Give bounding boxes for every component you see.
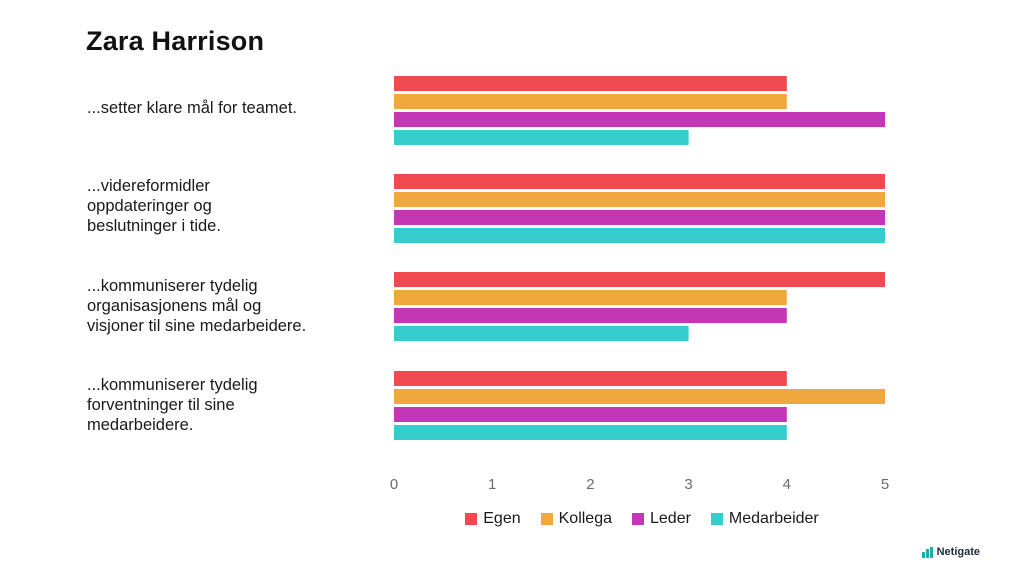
- bar-medarbeider-1: [394, 130, 689, 145]
- legend-swatch: [632, 513, 644, 525]
- page-title: Zara Harrison: [86, 26, 265, 56]
- bar-leder-3: [394, 308, 787, 323]
- x-tick-label: 5: [881, 476, 889, 493]
- legend-item-leder: Leder: [632, 510, 691, 528]
- legend-swatch: [710, 513, 723, 525]
- legend-swatch: [465, 513, 478, 525]
- x-tick-label: 4: [783, 476, 791, 493]
- bar-egen-2: [394, 174, 885, 189]
- bar-kollega-4: [394, 389, 885, 404]
- bar-leder-1: [394, 112, 885, 127]
- bar-kollega-1: [394, 94, 787, 109]
- legend-label: Kollega: [558, 510, 612, 527]
- bar-medarbeider-2: [394, 228, 885, 243]
- bar-chart: 0 1 2 3 4 5: [390, 76, 889, 493]
- bar-medarbeider-4: [394, 425, 787, 440]
- x-tick-label: 2: [586, 476, 594, 493]
- legend-label: Leder: [650, 510, 691, 527]
- x-tick-label: 1: [488, 476, 496, 493]
- legend-swatch: [540, 513, 553, 525]
- legend-item-egen: Egen: [465, 510, 521, 528]
- legend-label: Egen: [483, 510, 521, 527]
- brand-name: Netigate: [936, 546, 980, 558]
- legend-label: Medarbeider: [728, 510, 819, 527]
- bar-leder-4: [394, 407, 787, 422]
- legend-item-kollega: Kollega: [540, 510, 612, 528]
- netigate-brand: Netigate: [921, 546, 980, 558]
- category-label: ...kommuniserer tydelig organisasjonens …: [87, 277, 307, 335]
- bar-medarbeider-3: [394, 326, 689, 341]
- chart-legend: Egen Kollega Leder Medarbeider: [0, 510, 1024, 528]
- bar-logo-icon: [921, 546, 933, 558]
- x-tick-label: 3: [684, 476, 692, 493]
- bar-egen-3: [394, 272, 885, 287]
- category-label: ...kommuniserer tydelig forventninger ti…: [87, 376, 258, 434]
- bar-kollega-2: [394, 192, 885, 207]
- category-label: ...setter klare mål for teamet.: [87, 99, 297, 117]
- legend-item-medarbeider: Medarbeider: [710, 510, 819, 528]
- bar-egen-4: [394, 371, 787, 386]
- bar-egen-1: [394, 76, 787, 91]
- x-tick-label: 0: [390, 476, 398, 493]
- category-label: ...videreformidler oppdateringer og besl…: [87, 177, 221, 235]
- bar-kollega-3: [394, 290, 787, 305]
- bar-leder-2: [394, 210, 885, 225]
